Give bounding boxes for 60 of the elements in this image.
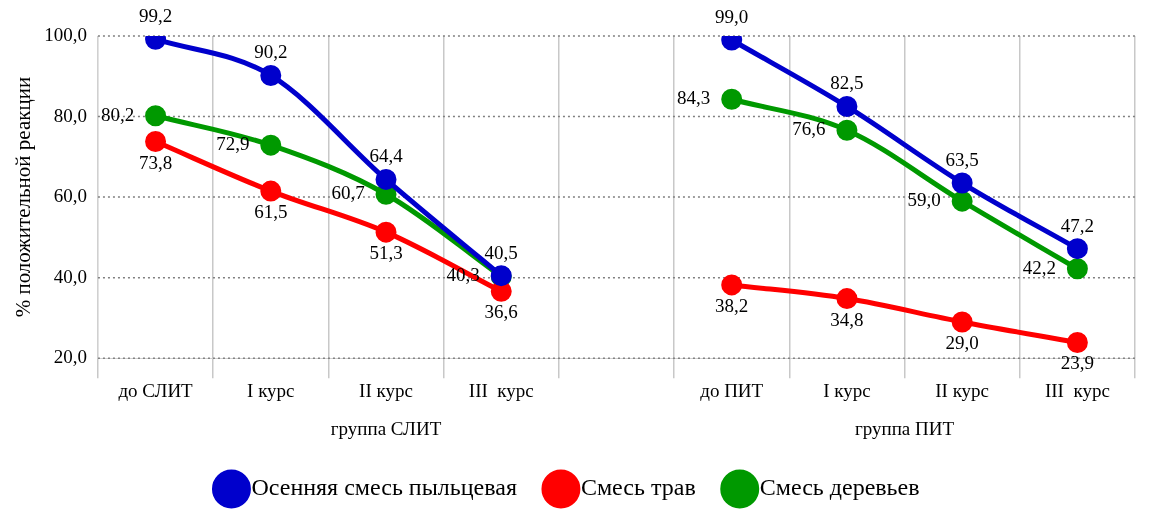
data-label: 99,2 [138, 5, 173, 27]
data-label: 29,0 [945, 331, 979, 353]
point [145, 105, 167, 127]
x-tick-label: II курс [359, 379, 413, 401]
x-tick-label: III курс [1044, 379, 1110, 401]
data-label: 82,5 [830, 72, 864, 94]
data-label: 36,6 [484, 301, 518, 323]
data-label: 40,5 [484, 241, 518, 263]
point [260, 180, 282, 202]
data-label: 90,2 [254, 41, 288, 63]
data-label: 59,0 [907, 189, 941, 211]
y-tick-label: 100,0 [44, 23, 87, 45]
point [836, 95, 858, 117]
point [836, 288, 858, 310]
data-label: 42,2 [1022, 256, 1057, 278]
point [1066, 238, 1088, 260]
x-tick-label: до ПИТ [700, 379, 764, 401]
point [145, 131, 167, 153]
x-tick-label: III курс [468, 379, 534, 401]
x-tick-label: I курс [823, 379, 871, 401]
data-label: 51,3 [369, 242, 403, 264]
data-label: 99,0 [715, 6, 749, 28]
point [1066, 331, 1088, 353]
point [951, 311, 973, 333]
point [951, 190, 973, 212]
x-tick-label: до СЛИТ [118, 379, 194, 401]
point [836, 119, 858, 141]
point [375, 221, 397, 243]
legend-label: Осенняя смесь пыльцевая [251, 474, 517, 501]
y-tick-label: 60,0 [53, 185, 87, 207]
point [260, 64, 282, 86]
data-label: 61,5 [254, 201, 288, 223]
text: группа СЛИТ [330, 418, 442, 439]
data-label: 72,9 [216, 133, 250, 155]
y-tick-label: 40,0 [53, 265, 87, 287]
data-label: 34,8 [830, 308, 864, 330]
data-label: 38,2 [715, 294, 749, 316]
legend-label: Смесь трав [580, 474, 696, 501]
y-tick-label: 20,0 [53, 346, 87, 368]
data-label: 76,6 [792, 118, 826, 140]
data-label: 80,2 [100, 103, 135, 125]
data-label: 23,9 [1060, 352, 1095, 374]
y-tick-label: 80,0 [53, 104, 87, 126]
x-tick-label: I курс [247, 379, 295, 401]
point [375, 168, 397, 190]
point [260, 134, 282, 156]
x-tick-label: II курс [935, 379, 990, 401]
point [721, 274, 743, 296]
legend-label: Смесь деревьев [759, 474, 920, 501]
data-label: 73,8 [138, 151, 173, 173]
point [1066, 258, 1088, 280]
data-label: 84,3 [677, 87, 711, 109]
point [951, 172, 973, 194]
data-label: 64,4 [369, 145, 404, 167]
text: группа ПИТ [854, 418, 955, 439]
point [721, 88, 743, 110]
y-axis-title: % положительной реакции [11, 76, 36, 318]
data-label: 63,5 [945, 148, 979, 170]
data-label: 47,2 [1060, 214, 1095, 236]
data-label: 60,7 [331, 182, 365, 204]
